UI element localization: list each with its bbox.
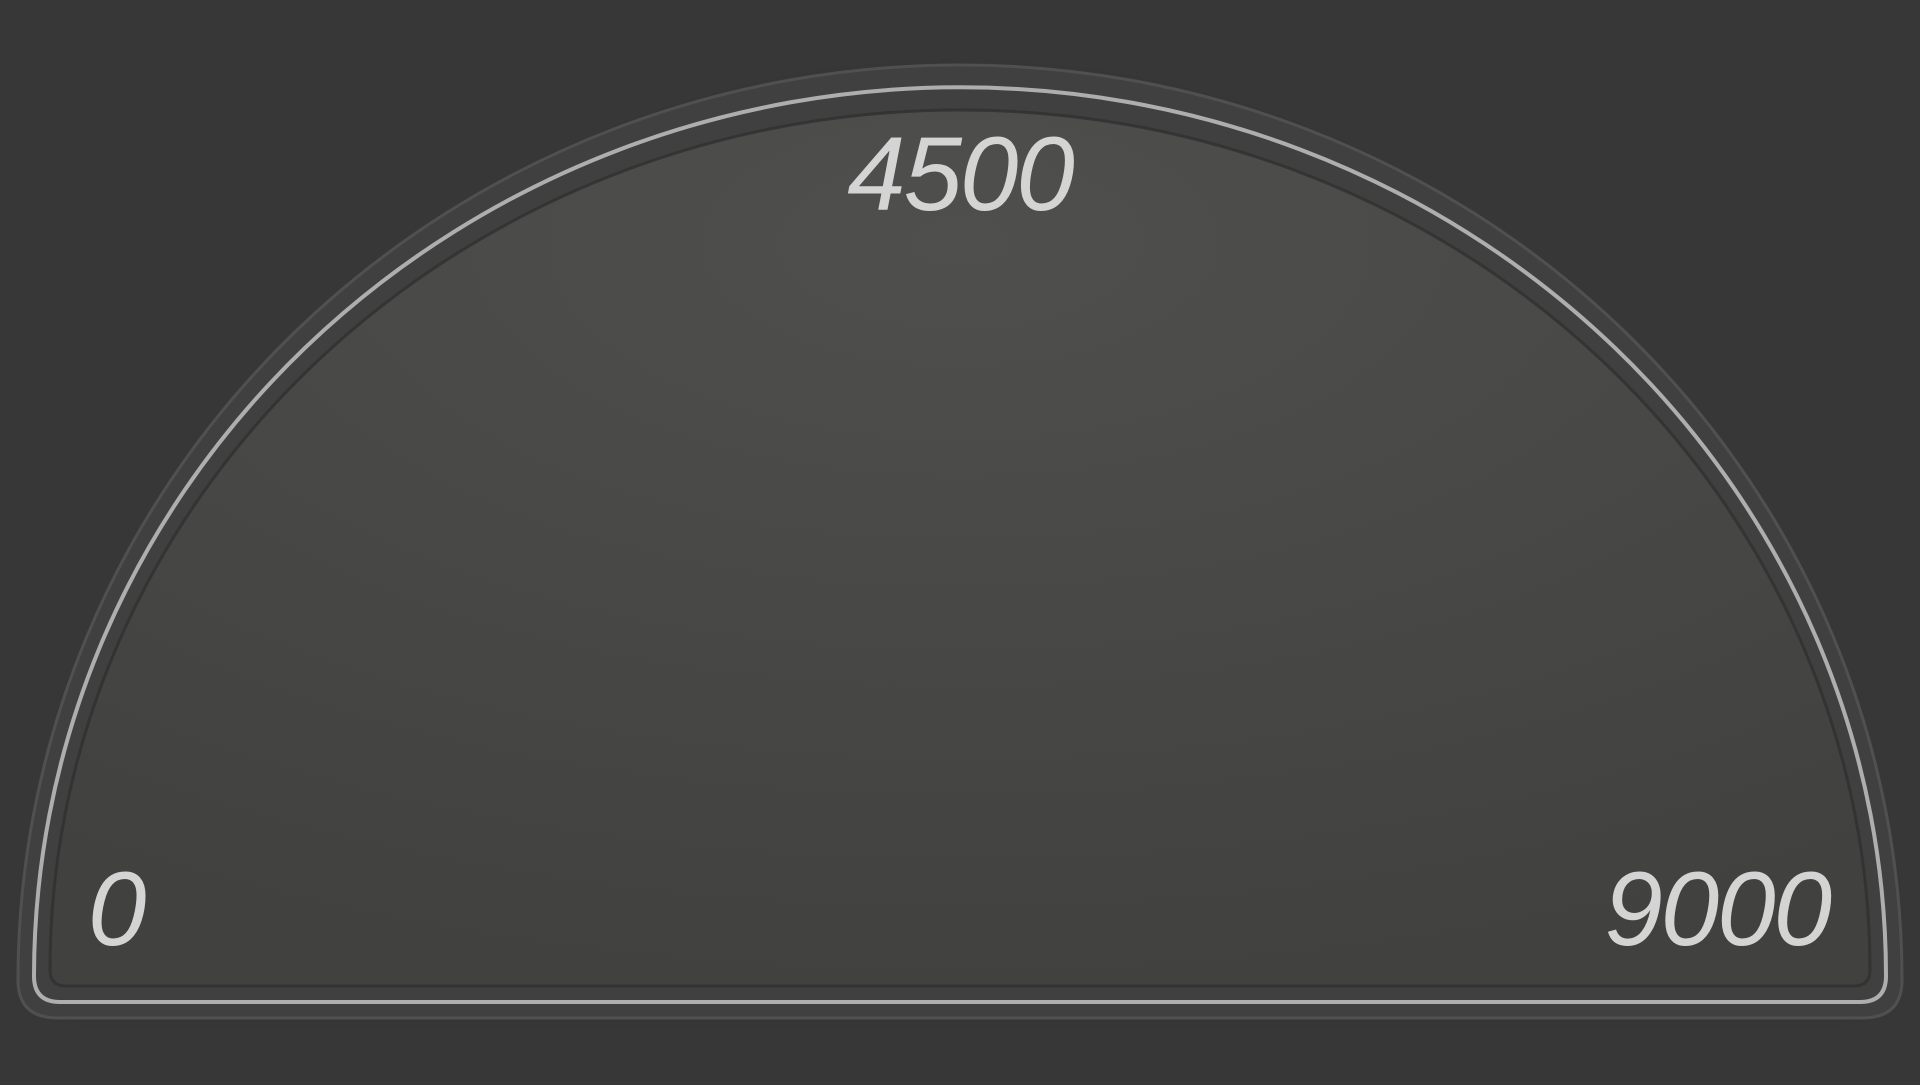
gauge-max-label: 9000	[1604, 851, 1831, 968]
gauge-min-label: 0	[88, 851, 146, 968]
gauge-groove	[48, 108, 1872, 988]
gauge-rim	[31, 85, 1889, 1004]
gauge-mid-label: 4500	[847, 116, 1074, 233]
gauge-face	[48, 110, 1872, 988]
